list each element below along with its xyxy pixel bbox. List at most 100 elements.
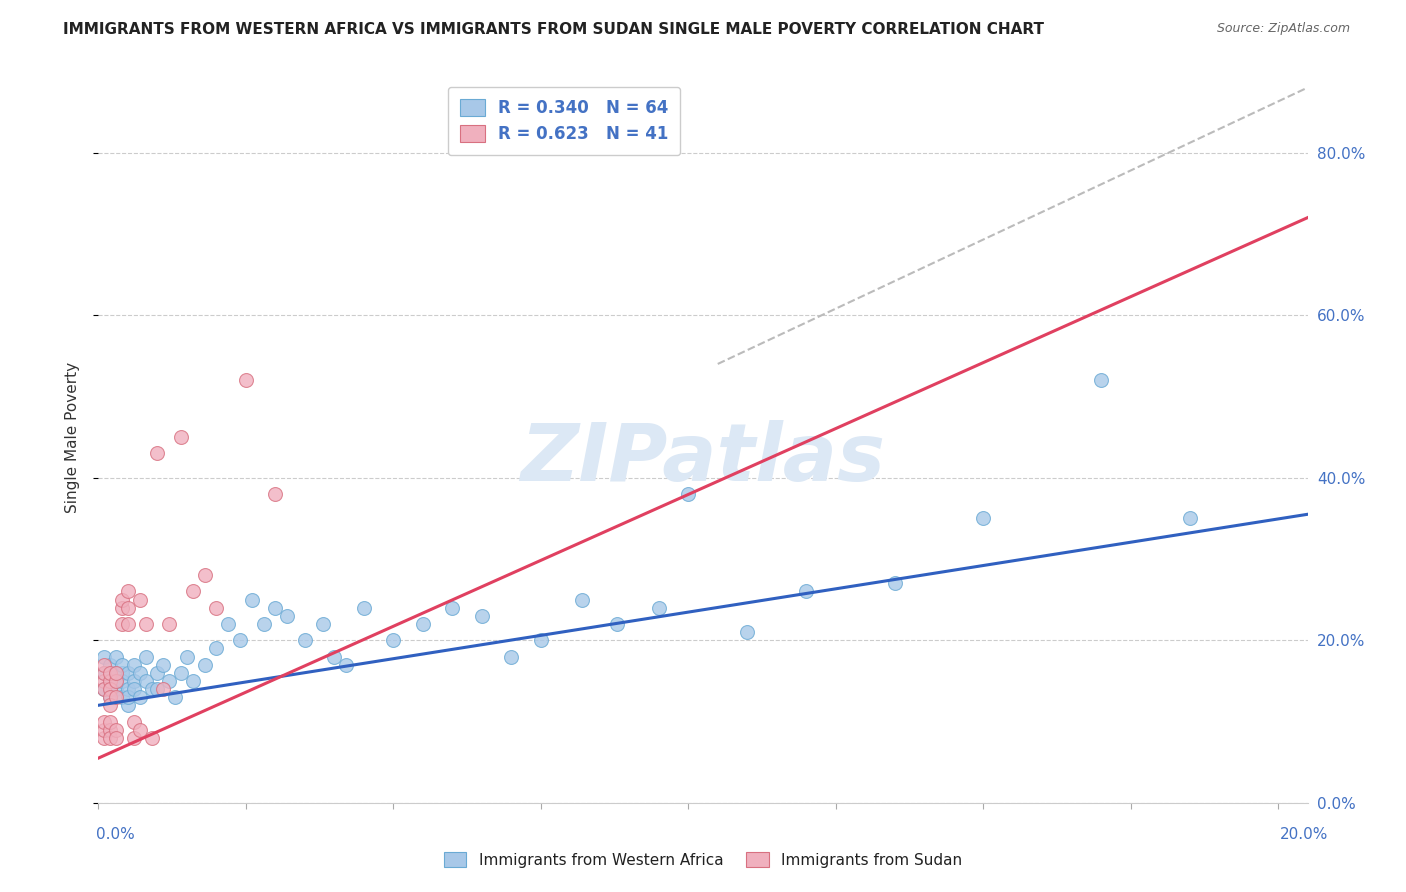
- Point: [93, 673, 115, 688]
- Point: [105, 665, 128, 680]
- Point: [122, 714, 145, 729]
- Point: [235, 373, 257, 387]
- Point: [678, 487, 700, 501]
- Point: [111, 690, 134, 705]
- Point: [141, 731, 163, 745]
- Point: [135, 649, 157, 664]
- Point: [128, 592, 150, 607]
- Point: [105, 723, 128, 737]
- Point: [735, 625, 758, 640]
- Point: [165, 690, 187, 705]
- Point: [157, 673, 180, 688]
- Point: [105, 665, 128, 680]
- Point: [117, 681, 139, 696]
- Point: [152, 681, 174, 696]
- Point: [252, 617, 274, 632]
- Legend: R = 0.340   N = 64, R = 0.623   N = 41: R = 0.340 N = 64, R = 0.623 N = 41: [449, 87, 681, 155]
- Point: [105, 649, 128, 664]
- Point: [98, 723, 121, 737]
- Point: [98, 681, 121, 696]
- Point: [93, 657, 115, 672]
- Point: [117, 600, 139, 615]
- Point: [98, 690, 121, 705]
- Point: [128, 690, 150, 705]
- Point: [105, 673, 128, 688]
- Point: [117, 690, 139, 705]
- Point: [1178, 511, 1201, 525]
- Text: Source: ZipAtlas.com: Source: ZipAtlas.com: [1216, 22, 1350, 36]
- Point: [122, 657, 145, 672]
- Point: [323, 649, 346, 664]
- Point: [117, 584, 139, 599]
- Point: [117, 698, 139, 713]
- Point: [105, 690, 128, 705]
- Point: [335, 657, 357, 672]
- Point: [105, 673, 128, 688]
- Point: [98, 731, 121, 745]
- Point: [135, 673, 157, 688]
- Point: [217, 617, 239, 632]
- Point: [111, 592, 134, 607]
- Point: [294, 633, 316, 648]
- Point: [152, 657, 174, 672]
- Point: [122, 681, 145, 696]
- Point: [176, 649, 198, 664]
- Point: [311, 617, 333, 632]
- Point: [170, 665, 193, 680]
- Point: [98, 657, 121, 672]
- Point: [794, 584, 817, 599]
- Point: [146, 665, 169, 680]
- Point: [501, 649, 523, 664]
- Point: [98, 690, 121, 705]
- Point: [264, 600, 287, 615]
- Point: [181, 584, 204, 599]
- Point: [111, 600, 134, 615]
- Point: [1090, 373, 1112, 387]
- Text: IMMIGRANTS FROM WESTERN AFRICA VS IMMIGRANTS FROM SUDAN SINGLE MALE POVERTY CORR: IMMIGRANTS FROM WESTERN AFRICA VS IMMIGR…: [63, 22, 1045, 37]
- Point: [606, 617, 628, 632]
- Point: [135, 617, 157, 632]
- Point: [205, 600, 228, 615]
- Point: [181, 673, 204, 688]
- Point: [98, 714, 121, 729]
- Point: [128, 723, 150, 737]
- Point: [93, 731, 115, 745]
- Point: [98, 665, 121, 680]
- Point: [122, 731, 145, 745]
- Point: [122, 673, 145, 688]
- Point: [883, 576, 905, 591]
- Point: [98, 673, 121, 688]
- Point: [571, 592, 593, 607]
- Point: [111, 673, 134, 688]
- Point: [117, 665, 139, 680]
- Point: [93, 681, 115, 696]
- Text: ZIPatlas: ZIPatlas: [520, 420, 886, 498]
- Point: [98, 681, 121, 696]
- Point: [93, 665, 115, 680]
- Text: 20.0%: 20.0%: [1281, 827, 1329, 841]
- Point: [353, 600, 375, 615]
- Point: [264, 487, 287, 501]
- Point: [105, 681, 128, 696]
- Point: [93, 723, 115, 737]
- Point: [111, 617, 134, 632]
- Point: [441, 600, 464, 615]
- Point: [194, 568, 217, 582]
- Point: [170, 430, 193, 444]
- Point: [276, 608, 298, 623]
- Point: [93, 649, 115, 664]
- Point: [128, 665, 150, 680]
- Point: [530, 633, 553, 648]
- Point: [98, 698, 121, 713]
- Point: [98, 673, 121, 688]
- Text: 0.0%: 0.0%: [96, 827, 135, 841]
- Y-axis label: Single Male Poverty: Single Male Poverty: [65, 361, 80, 513]
- Point: [240, 592, 263, 607]
- Point: [105, 731, 128, 745]
- Point: [382, 633, 405, 648]
- Point: [141, 681, 163, 696]
- Point: [412, 617, 434, 632]
- Point: [93, 665, 115, 680]
- Point: [93, 714, 115, 729]
- Point: [648, 600, 671, 615]
